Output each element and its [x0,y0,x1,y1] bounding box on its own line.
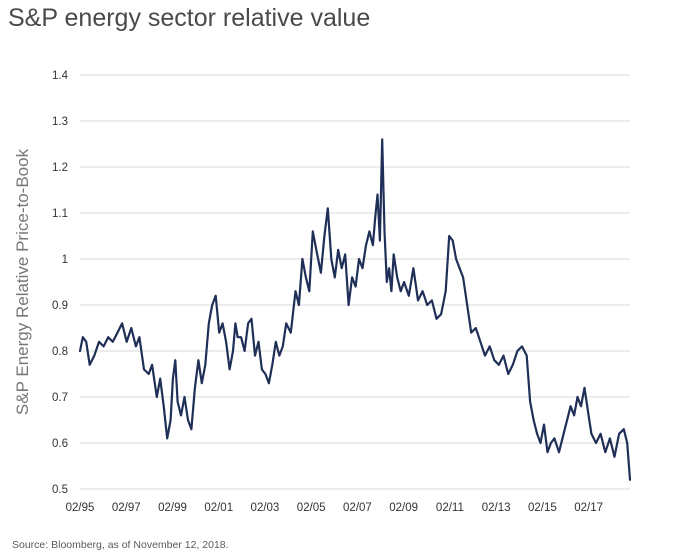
x-tick-label: 02/01 [204,502,233,514]
x-tick-label: 02/11 [436,502,464,514]
x-tick-label: 02/95 [66,502,95,514]
series-line [80,139,630,479]
x-tick-label: 02/13 [482,502,511,514]
x-tick-label: 02/15 [528,502,557,514]
y-axis-title: S&P Energy Relative Price-to-Book [13,148,32,415]
x-tick-label: 02/17 [574,502,603,514]
x-tick-label: 02/03 [251,502,280,514]
y-tick-label: 0.6 [52,438,68,450]
x-axis-tick-labels: 02/95 02/97 02/99 02/01 02/03 02/05 02/07 02/09… [66,502,603,514]
x-tick-label: 02/99 [158,502,187,514]
y-tick-label: 0.7 [52,392,68,404]
y-tick-label: 1.4 [52,70,69,82]
line-chart: 0.50.60.70.80.911.11.21.31.4 02/95 02/97 0… [0,0,697,558]
y-tick-label: 0.9 [52,300,68,312]
x-tick-label: 02/97 [112,502,141,514]
x-tick-label: 02/05 [297,502,326,514]
source-note: Source: Bloomberg, as of November 12, 20… [12,539,229,551]
y-tick-label: 0.8 [52,346,68,358]
y-tick-label: 1 [62,254,68,266]
y-tick-label: 0.5 [52,484,68,496]
x-tick-label: 02/09 [389,502,418,514]
y-tick-label: 1.2 [52,162,68,174]
x-tick-label: 02/07 [343,502,372,514]
y-tick-label: 1.1 [52,208,68,220]
y-axis-tick-labels: 0.5 0.6 0.7 0.8 0.9 1 1.1 1.2 1.3 1.4 [52,70,69,496]
y-tick-label: 1.3 [52,116,68,128]
